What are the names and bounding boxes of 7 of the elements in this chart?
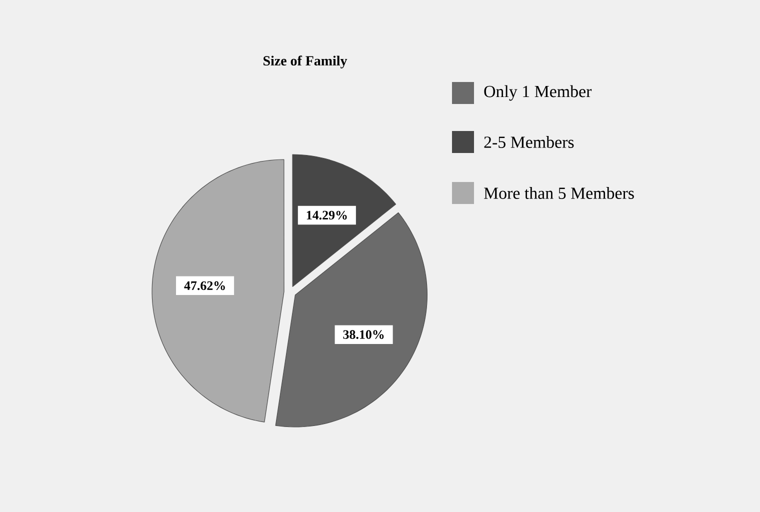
data-label: 47.62% bbox=[184, 281, 225, 290]
data-label: 38.10% bbox=[343, 330, 384, 339]
legend-label: Only 1 Member bbox=[484, 85, 592, 101]
data-label: 14.29% bbox=[306, 210, 347, 220]
chart-title: Size of Family bbox=[264, 56, 348, 68]
legend-label: More than 5 Members bbox=[484, 187, 634, 199]
legend-label: 2-5 Members bbox=[484, 136, 574, 148]
